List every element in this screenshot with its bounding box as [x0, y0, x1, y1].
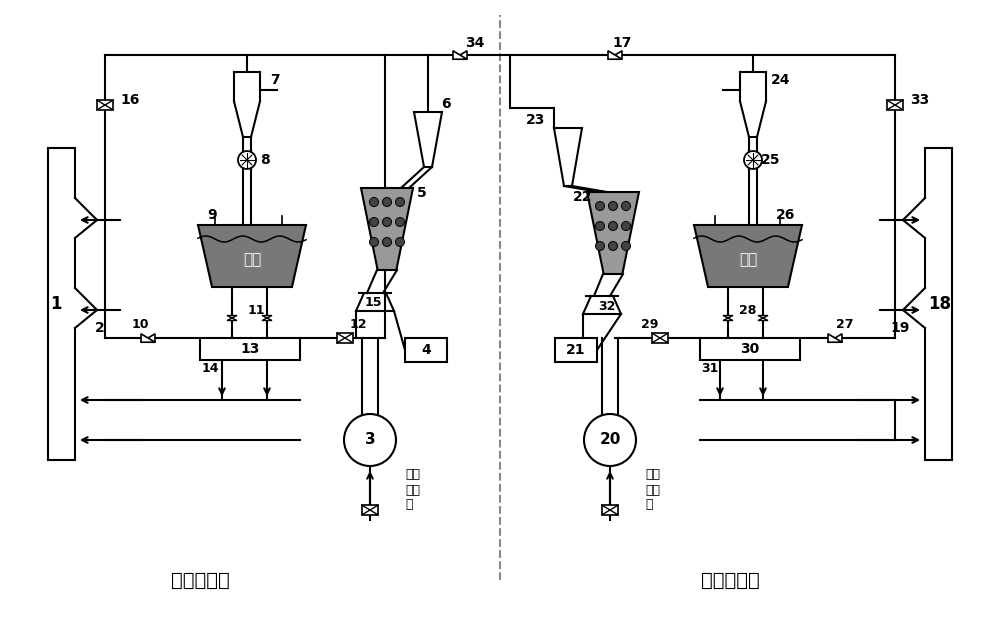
Text: 锅炉乙系统: 锅炉乙系统 — [701, 571, 759, 589]
Circle shape — [596, 242, 604, 250]
Text: 13: 13 — [240, 342, 260, 356]
Bar — [337, 333, 353, 343]
Bar — [405, 338, 447, 362]
Circle shape — [344, 414, 396, 466]
Polygon shape — [694, 225, 802, 287]
Circle shape — [370, 237, 378, 247]
Polygon shape — [227, 318, 237, 320]
Text: 入磨
热风
来: 入磨 热风 来 — [645, 468, 660, 512]
Text: 1: 1 — [50, 295, 62, 313]
Circle shape — [622, 201, 631, 211]
Circle shape — [596, 201, 604, 211]
Text: 4: 4 — [421, 343, 431, 357]
Polygon shape — [141, 334, 155, 342]
Circle shape — [622, 222, 631, 230]
Text: 32: 32 — [598, 299, 616, 312]
Polygon shape — [758, 318, 768, 320]
Text: 33: 33 — [910, 93, 930, 107]
Text: 23: 23 — [526, 113, 546, 127]
Text: 3: 3 — [365, 432, 375, 448]
Circle shape — [596, 222, 604, 230]
Circle shape — [370, 217, 378, 227]
Polygon shape — [453, 51, 467, 59]
Bar — [887, 100, 903, 110]
Polygon shape — [198, 225, 306, 287]
Text: 16: 16 — [120, 93, 140, 107]
Polygon shape — [723, 315, 733, 318]
Text: 粉仓: 粉仓 — [739, 253, 757, 268]
Text: 21: 21 — [566, 343, 586, 357]
Text: 5: 5 — [417, 186, 427, 200]
Text: 15: 15 — [364, 296, 382, 309]
Text: 34: 34 — [465, 36, 485, 50]
Polygon shape — [587, 192, 639, 274]
Polygon shape — [608, 51, 622, 59]
Polygon shape — [608, 51, 622, 59]
Text: 24: 24 — [771, 73, 791, 87]
Text: 8: 8 — [260, 153, 270, 167]
Polygon shape — [361, 188, 413, 270]
Text: 17: 17 — [612, 36, 632, 50]
Circle shape — [396, 237, 404, 247]
Text: 31: 31 — [701, 361, 719, 374]
Text: 29: 29 — [641, 319, 659, 332]
Bar — [602, 505, 618, 515]
Circle shape — [584, 414, 636, 466]
Polygon shape — [262, 318, 272, 320]
Circle shape — [396, 197, 404, 207]
Bar — [652, 333, 668, 343]
Text: 7: 7 — [270, 73, 280, 87]
Circle shape — [238, 151, 256, 169]
Text: 锅炉甲系统: 锅炉甲系统 — [171, 571, 229, 589]
Polygon shape — [828, 334, 842, 342]
Circle shape — [622, 242, 631, 250]
Text: 入磨
热风
来: 入磨 热风 来 — [405, 468, 420, 512]
Text: 10: 10 — [131, 319, 149, 332]
Text: 30: 30 — [740, 342, 760, 356]
Polygon shape — [723, 318, 733, 320]
Text: 18: 18 — [928, 295, 952, 313]
Text: 26: 26 — [776, 208, 796, 222]
Polygon shape — [227, 315, 237, 318]
Circle shape — [370, 197, 378, 207]
Circle shape — [608, 222, 618, 230]
Polygon shape — [828, 334, 842, 342]
Bar — [700, 338, 800, 360]
Bar — [200, 338, 300, 360]
Text: 22: 22 — [573, 190, 593, 204]
Text: 12: 12 — [349, 319, 367, 332]
Circle shape — [382, 197, 392, 207]
Circle shape — [608, 201, 618, 211]
Circle shape — [744, 151, 762, 169]
Text: 28: 28 — [739, 304, 757, 317]
Polygon shape — [758, 315, 768, 318]
Bar — [362, 505, 378, 515]
Text: 19: 19 — [890, 321, 910, 335]
Text: 6: 6 — [441, 97, 451, 111]
Circle shape — [396, 217, 404, 227]
Text: 25: 25 — [761, 153, 781, 167]
Polygon shape — [453, 51, 467, 59]
Bar — [555, 338, 597, 362]
Text: 11: 11 — [247, 304, 265, 317]
Circle shape — [382, 217, 392, 227]
Text: 粉仓: 粉仓 — [243, 253, 261, 268]
Text: 20: 20 — [599, 432, 621, 448]
Polygon shape — [141, 334, 155, 342]
Text: 14: 14 — [201, 361, 219, 374]
Bar — [97, 100, 113, 110]
Circle shape — [608, 242, 618, 250]
Circle shape — [382, 237, 392, 247]
Text: 2: 2 — [95, 321, 105, 335]
Text: 27: 27 — [836, 319, 854, 332]
Polygon shape — [262, 315, 272, 318]
Text: 9: 9 — [207, 208, 217, 222]
